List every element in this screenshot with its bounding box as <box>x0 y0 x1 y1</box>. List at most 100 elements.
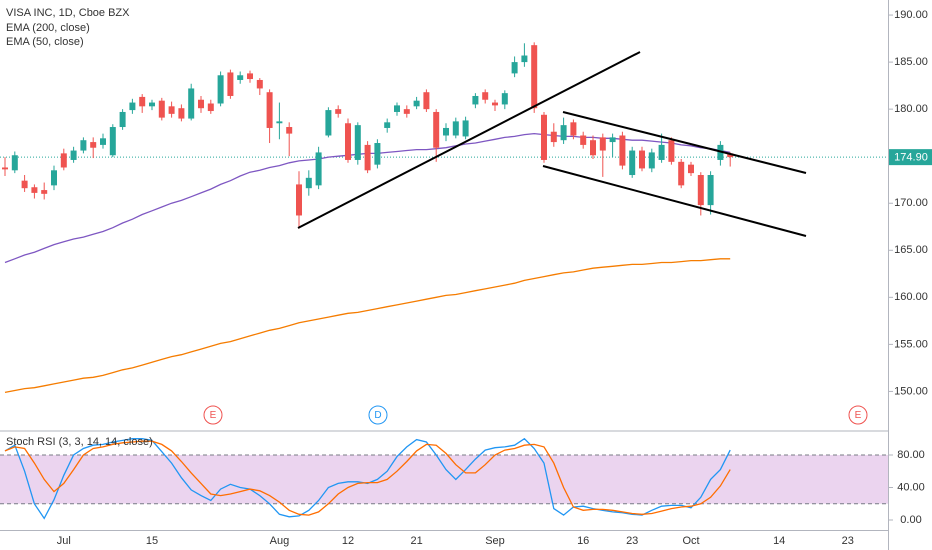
y-tick-label: 160.00 <box>894 291 928 303</box>
candle-body <box>139 96 146 107</box>
candle-body <box>286 127 293 134</box>
candle-body <box>11 155 18 171</box>
x-tick-label: 14 <box>773 535 785 547</box>
event-marker[interactable] <box>203 405 223 425</box>
stoch-line <box>4 440 731 516</box>
candle-body <box>188 88 195 119</box>
candle-body <box>31 187 38 193</box>
candle-body <box>168 106 175 114</box>
candle-body <box>531 45 538 109</box>
candle-body <box>149 102 155 107</box>
y-tick-label: 155.00 <box>894 338 928 350</box>
x-tick-label: 21 <box>410 535 422 547</box>
candle-body <box>207 103 214 112</box>
candle-body <box>580 135 587 145</box>
candle-body <box>60 153 67 168</box>
candle-body <box>266 92 273 128</box>
candle-body <box>697 175 704 206</box>
candle-body <box>217 75 224 104</box>
candle-body <box>433 111 440 148</box>
candle-body <box>472 95 479 105</box>
candle-body <box>599 137 606 151</box>
candle-body <box>648 152 655 169</box>
marks-layer <box>2 42 734 520</box>
event-label: D <box>374 410 381 421</box>
x-tick-label: 23 <box>626 535 638 547</box>
candle-body <box>550 131 557 143</box>
x-tick-label: 23 <box>842 535 854 547</box>
x-tick-label: Jul <box>57 535 71 547</box>
channel-line <box>542 165 807 237</box>
candle-body <box>452 121 459 136</box>
y-tick-label: 185.00 <box>894 56 928 68</box>
candle-body <box>541 114 547 160</box>
y-tick-label: 80.00 <box>897 449 925 461</box>
candle-body <box>707 175 714 206</box>
candle-body <box>678 161 685 186</box>
candle-body <box>335 109 342 114</box>
candle-body <box>41 190 48 194</box>
candle-body <box>727 153 734 158</box>
candle-body <box>178 108 185 119</box>
candle-body <box>158 100 165 118</box>
candle-body <box>492 102 498 106</box>
candle-body <box>668 140 675 162</box>
candle-body <box>511 62 518 74</box>
front-layer: 150.00155.00160.00165.00170.00175.00180.… <box>57 9 932 547</box>
candle-body <box>384 122 391 128</box>
candle-body <box>325 110 332 136</box>
last-price-box <box>889 149 932 166</box>
event-marker[interactable] <box>848 405 868 425</box>
candle-body <box>198 99 204 109</box>
candle-body <box>256 79 263 89</box>
event-marker[interactable] <box>368 405 388 425</box>
candle-body <box>570 122 577 136</box>
back-layer <box>0 156 888 505</box>
candle-body <box>354 125 361 160</box>
candle-body <box>688 164 694 174</box>
candle-body <box>590 140 596 156</box>
candle-body <box>403 109 410 114</box>
y-tick-label: 170.00 <box>894 197 928 209</box>
legend-entry: EMA (200, close) <box>6 22 90 34</box>
ema-line <box>4 258 731 394</box>
candle-body <box>629 150 636 176</box>
channel-line <box>562 111 807 174</box>
candle-body <box>305 177 312 189</box>
candle-body <box>482 92 489 100</box>
candle-body <box>2 167 8 170</box>
candle-body <box>364 144 371 171</box>
candle-body <box>394 105 400 112</box>
candle-body <box>521 55 528 63</box>
candle-body <box>276 121 283 124</box>
x-tick-label: Aug <box>270 535 290 547</box>
candle-body <box>296 184 302 216</box>
y-tick-label: 40.00 <box>897 481 925 493</box>
y-tick-label: 150.00 <box>894 385 928 397</box>
x-tick-label: Oct <box>682 535 699 547</box>
trend-line <box>297 51 641 229</box>
candle-body <box>80 140 87 151</box>
candle-body <box>129 102 136 111</box>
candle-body <box>374 143 381 165</box>
event-label: E <box>855 410 862 421</box>
candle-body <box>619 135 626 166</box>
candle-body <box>501 93 508 105</box>
candle-body <box>443 127 449 136</box>
candle-body <box>345 123 351 160</box>
candle-body <box>423 92 430 110</box>
candle-body <box>237 75 244 80</box>
y-tick-label: 165.00 <box>894 244 928 256</box>
candle-body <box>658 144 665 160</box>
candle-body <box>462 120 469 137</box>
candle-body <box>247 73 253 80</box>
candle-body <box>100 138 106 145</box>
candle-body <box>90 142 97 148</box>
last-price-label: 174.90 <box>894 152 928 164</box>
indicator-title: Stoch RSI (3, 3, 14, 14, close) <box>6 436 153 448</box>
candle-body <box>315 152 322 186</box>
legend-entry: EMA (50, close) <box>6 36 84 48</box>
